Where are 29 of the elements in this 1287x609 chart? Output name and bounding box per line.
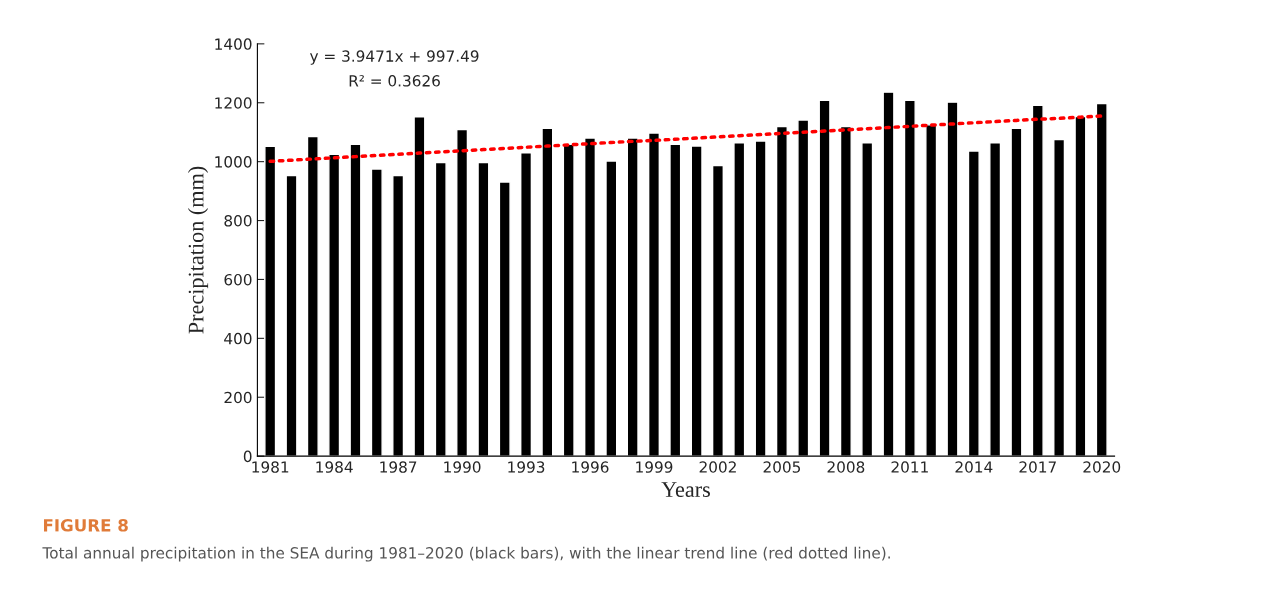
y-tick-label: 1000 [215, 156, 252, 168]
x-tick-label: 2008 [827, 461, 865, 473]
x-tick-label: 2014 [955, 461, 993, 473]
line-series [268, 114, 1104, 164]
x-tick-label: 1999 [636, 461, 673, 473]
x-tick-label: 1993 [508, 461, 545, 473]
x-tick-label: 1987 [380, 461, 417, 473]
y-axis-title: Precipitation (mm) [187, 166, 209, 334]
annotation: y = 3.9471x + 997.49 [309, 50, 479, 65]
caption: FIGURE 8 [44, 519, 128, 532]
y-tick-label: 800 [224, 215, 252, 227]
x-tick-label: 1990 [444, 461, 481, 473]
x-axis-title: Years [661, 482, 710, 497]
y-tick-label: 200 [224, 391, 252, 404]
y-tick-label: 400 [224, 332, 252, 345]
y-tick-label: 0 [243, 450, 252, 463]
y-tick-label: 600 [224, 273, 252, 286]
x-tick-label: 2020 [1083, 461, 1121, 473]
x-tick-label: 1984 [316, 461, 353, 473]
x-tick-label: 2005 [763, 461, 801, 473]
x-tick-label: 1981 [252, 461, 289, 473]
x-tick-label: 2002 [699, 461, 736, 473]
annotation: R² = 0.3626 [349, 75, 440, 87]
x-tick-label: 1996 [572, 461, 609, 473]
y-tick-label: 1200 [215, 97, 252, 109]
x-tick-label: 2017 [1019, 461, 1056, 473]
y-tick-label: 1400 [215, 38, 252, 50]
text: Total annual precipitation in the SEA during 1981–2020 (black bars), with the linear trend line (red dotted line). [42, 546, 890, 562]
x-tick-label: 2011 [891, 461, 928, 473]
